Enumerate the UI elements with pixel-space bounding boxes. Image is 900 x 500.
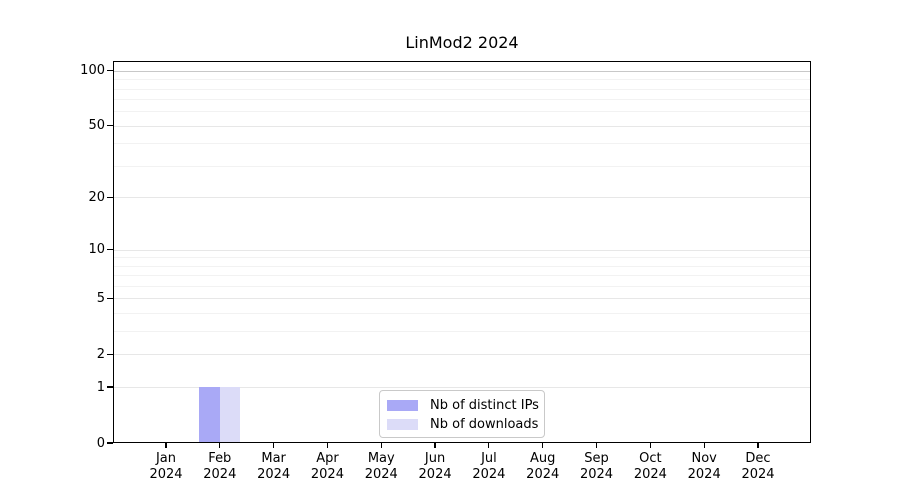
y-axis-tick-label: 10 <box>88 242 105 258</box>
y-axis-tick-label: 2 <box>96 346 105 362</box>
y-axis-tick-label: 5 <box>96 290 105 306</box>
major-gridline <box>114 298 810 300</box>
minor-gridline <box>114 88 810 90</box>
y-axis-tick-label: 1 <box>96 379 105 395</box>
y-axis-tick-label: 20 <box>88 189 105 205</box>
x-axis-tick-label: Feb 2024 <box>203 451 237 482</box>
y-axis-tick-label: 0 <box>96 435 105 451</box>
y-axis-tick <box>106 125 113 127</box>
y-axis-tick-label: 50 <box>88 118 105 134</box>
x-axis-tick <box>326 443 329 448</box>
x-axis-tick-label: May 2024 <box>364 451 398 482</box>
x-axis-tick-label: Jun 2024 <box>418 451 452 482</box>
legend-label-distinct-ips: Nb of distinct IPs <box>430 398 539 413</box>
legend-label-downloads: Nb of downloads <box>430 417 539 432</box>
minor-gridline <box>114 143 810 145</box>
major-gridline <box>114 125 810 127</box>
x-axis-tick-label: Jan 2024 <box>149 451 183 482</box>
major-gridline <box>114 387 810 389</box>
legend-item-distinct-ips: Nb of distinct IPs <box>387 397 544 414</box>
x-axis-tick <box>273 443 275 448</box>
x-axis-tick-label: Jul 2024 <box>472 451 506 482</box>
minor-gridline <box>114 111 810 113</box>
major-gridline <box>114 249 810 251</box>
y-axis-tick <box>106 70 113 72</box>
major-gridline <box>114 354 810 356</box>
x-axis-tick-label: Nov 2024 <box>687 451 721 482</box>
x-axis-tick-label: Oct 2024 <box>633 451 667 482</box>
x-axis-tick-label: Mar 2024 <box>257 451 291 482</box>
x-axis-tick <box>649 443 651 448</box>
x-axis-tick-label: Sep 2024 <box>579 451 614 482</box>
y-axis-tick <box>106 248 113 251</box>
minor-gridline <box>114 313 810 315</box>
minor-gridline <box>114 331 810 333</box>
bar-nb-of-downloads-feb <box>219 387 241 442</box>
x-axis-tick <box>488 443 490 448</box>
x-axis-tick <box>219 443 221 448</box>
minor-gridline <box>114 166 810 168</box>
chart-title: LinMod2 2024 <box>405 33 519 52</box>
y-axis-tick <box>106 386 113 388</box>
x-axis-tick-label: Apr 2024 <box>310 451 344 482</box>
y-axis-tick <box>106 353 113 355</box>
minor-gridline <box>114 275 810 277</box>
minor-gridline <box>114 79 810 81</box>
major-gridline <box>114 70 810 72</box>
y-axis-tick-label: 100 <box>80 63 105 79</box>
x-axis-tick-label: Aug 2024 <box>526 451 560 482</box>
legend-item-downloads: Nb of downloads <box>387 416 544 433</box>
x-axis-tick <box>542 443 544 448</box>
y-axis-tick <box>106 297 113 300</box>
x-axis-tick <box>703 443 705 448</box>
x-axis-tick <box>165 443 167 448</box>
minor-gridline <box>114 286 810 288</box>
minor-gridline <box>114 99 810 101</box>
legend-swatch-downloads <box>387 419 418 430</box>
bar-nb-of-distinct-ips-feb <box>199 387 220 442</box>
minor-gridline <box>114 257 810 259</box>
x-axis-tick <box>595 443 598 448</box>
y-axis-tick <box>106 442 113 444</box>
x-axis-tick <box>380 443 382 448</box>
legend-swatch-distinct-ips <box>387 400 418 411</box>
x-axis-tick <box>434 443 436 448</box>
x-axis-tick-label: Dec 2024 <box>741 451 775 482</box>
plot-area <box>113 61 811 443</box>
legend: Nb of distinct IPs Nb of downloads <box>379 390 545 438</box>
minor-gridline <box>114 265 810 267</box>
major-gridline <box>114 197 810 199</box>
x-axis-tick <box>757 443 759 448</box>
y-axis-tick <box>106 196 113 199</box>
